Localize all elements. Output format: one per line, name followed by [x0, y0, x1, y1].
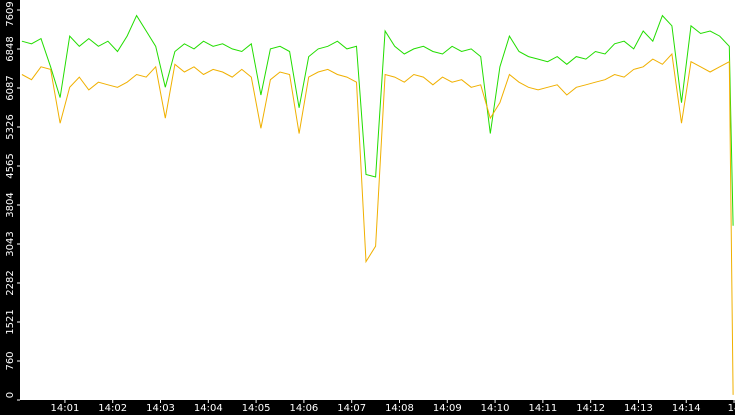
x-axis-band: [0, 400, 735, 415]
x-tick-label: 14:11: [528, 403, 557, 414]
x-tick-label: 14:12: [576, 403, 605, 414]
y-tick-label: 0: [5, 392, 16, 398]
x-tick-label: 14:09: [433, 403, 462, 414]
x-tick-label: 14:04: [194, 403, 223, 414]
x-tick-label: 14:07: [337, 403, 366, 414]
y-tick-label: 1521: [5, 309, 16, 334]
x-tick-label: 14:01: [51, 403, 80, 414]
y-tick-label: 7609: [5, 1, 16, 26]
x-tick-label: 14: [728, 403, 735, 414]
y-tick-label: 760: [5, 351, 16, 370]
x-tick-label: 14:06: [289, 403, 318, 414]
x-tick-label: 14:05: [242, 403, 271, 414]
x-tick-label: 14:03: [146, 403, 175, 414]
y-axis-band: [0, 0, 20, 415]
y-tick-label: 4565: [5, 153, 16, 178]
y-tick-label: 5326: [5, 114, 16, 139]
x-tick-label: 14:10: [481, 403, 510, 414]
series-line: [21, 52, 734, 395]
x-tick-label: 14:13: [624, 403, 653, 414]
series-line: [21, 14, 734, 226]
x-tick-label: 14:02: [98, 403, 127, 414]
y-tick-label: 6087: [5, 75, 16, 100]
y-tick-label: 3043: [5, 231, 16, 256]
x-tick-label: 14:14: [672, 403, 701, 414]
y-tick-label: 3804: [5, 192, 16, 217]
y-tick-label: 6848: [5, 36, 16, 61]
y-tick-label: 2282: [5, 270, 16, 295]
x-tick-label: 14:08: [385, 403, 414, 414]
